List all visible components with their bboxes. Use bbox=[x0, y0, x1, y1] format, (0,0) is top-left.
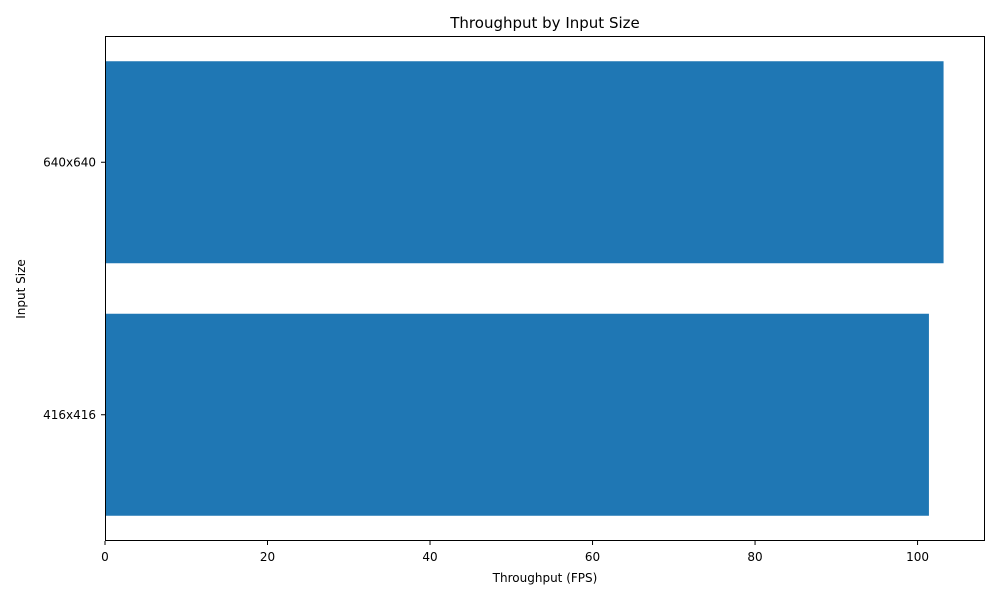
bar-640x640 bbox=[105, 61, 944, 264]
x-tick-label: 40 bbox=[422, 550, 437, 564]
x-tick-label: 80 bbox=[747, 550, 762, 564]
y-axis-label: Input Size bbox=[14, 259, 28, 319]
x-tick-label: 20 bbox=[260, 550, 275, 564]
y-axis-ticks: 416x416 640x640 bbox=[43, 155, 105, 422]
x-tick-label: 60 bbox=[585, 550, 600, 564]
chart-title: Throughput by Input Size bbox=[449, 14, 639, 32]
x-axis-label: Throughput (FPS) bbox=[492, 571, 598, 585]
bar-416x416 bbox=[105, 313, 929, 516]
bars-group bbox=[105, 61, 944, 516]
x-axis-ticks: 0 20 40 60 80 100 bbox=[101, 541, 929, 564]
y-tick-label: 640x640 bbox=[43, 155, 96, 169]
y-tick-label: 416x416 bbox=[43, 408, 96, 422]
x-tick-label: 100 bbox=[906, 550, 929, 564]
x-tick-label: 0 bbox=[101, 550, 109, 564]
plot-frame bbox=[105, 36, 985, 541]
